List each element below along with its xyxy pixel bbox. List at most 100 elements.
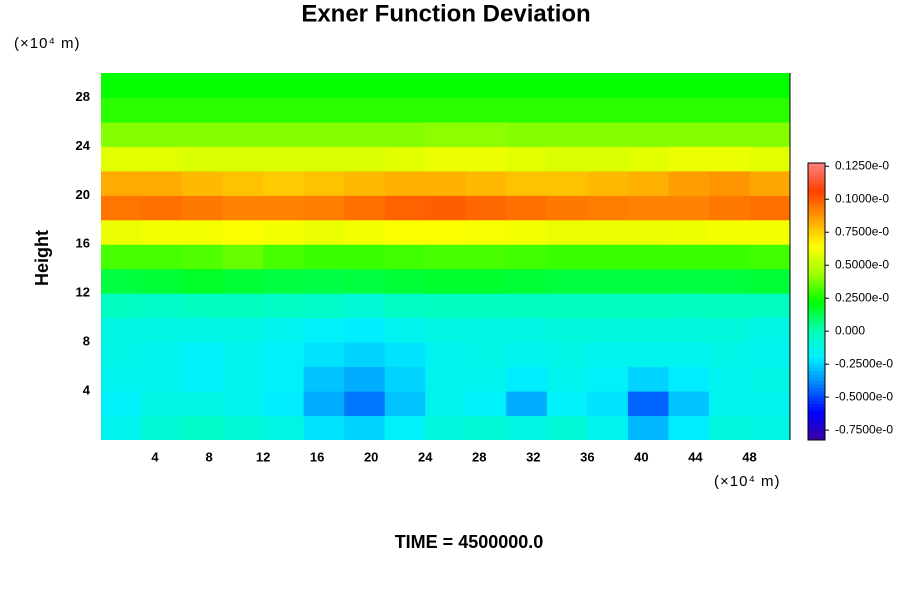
field-cell xyxy=(182,195,224,221)
field-cell xyxy=(627,342,669,368)
field-cell xyxy=(303,317,345,343)
colorbar-swatch xyxy=(808,334,825,339)
field-cell xyxy=(141,317,183,343)
field-cell xyxy=(384,268,426,294)
field-cell xyxy=(506,415,548,440)
colorbar-swatch xyxy=(808,232,825,236)
field-cell xyxy=(506,244,548,270)
colorbar-swatch xyxy=(808,324,825,329)
field-cell xyxy=(587,121,629,147)
field-cell xyxy=(749,391,790,417)
colorbar-swatch xyxy=(808,271,825,276)
field-cell xyxy=(668,195,710,221)
y-unit: (×10⁴ m) xyxy=(14,35,81,52)
field-cell xyxy=(425,170,467,196)
field-cell xyxy=(384,219,426,245)
colorbar-swatch xyxy=(808,387,825,391)
field-cell xyxy=(708,146,750,172)
x-tick-label: 12 xyxy=(256,449,270,464)
field-cell xyxy=(263,366,305,392)
field-cell xyxy=(708,97,750,123)
field-cell xyxy=(141,146,183,172)
x-tick-label: 40 xyxy=(634,449,648,464)
x-tick-label: 36 xyxy=(580,449,594,464)
field-cell xyxy=(627,268,669,294)
field-cell xyxy=(465,121,507,147)
field-cell xyxy=(749,342,790,368)
field-cell xyxy=(425,121,467,147)
field-cell xyxy=(263,342,305,368)
colorbar-swatch xyxy=(808,169,825,174)
field-cell xyxy=(668,293,710,319)
field-cell xyxy=(425,195,467,221)
field-cell xyxy=(263,244,305,270)
field-cell xyxy=(101,219,143,245)
field-cell xyxy=(506,293,548,319)
colorbar-swatch xyxy=(808,166,825,170)
x-tick-label: 16 xyxy=(310,449,324,464)
colorbar-label: 0.000 xyxy=(835,323,865,337)
field-cell xyxy=(384,366,426,392)
field-cell xyxy=(263,293,305,319)
field-cell xyxy=(465,342,507,368)
field-cell xyxy=(384,317,426,343)
field-cell xyxy=(587,415,629,440)
x-tick-label: 28 xyxy=(472,449,486,464)
field-cell xyxy=(344,195,386,221)
field-cell xyxy=(587,293,629,319)
field-cell xyxy=(546,97,588,123)
field-cell xyxy=(627,146,669,172)
field-cell xyxy=(384,342,426,368)
field-cell xyxy=(425,391,467,417)
field-cell xyxy=(384,146,426,172)
colorbar-swatch xyxy=(808,163,825,167)
colorbar-swatch xyxy=(808,294,825,299)
colorbar-label: -0.2500e-0 xyxy=(835,356,893,370)
field-cell xyxy=(587,244,629,270)
field-cell xyxy=(668,366,710,392)
field-cell xyxy=(668,268,710,294)
field-cell xyxy=(222,195,264,221)
y-tick-label: 20 xyxy=(76,187,90,202)
colorbar-swatch xyxy=(808,377,825,382)
field-cell xyxy=(101,415,143,440)
field-cell xyxy=(222,415,264,440)
colorbar-label: 0.2500e-0 xyxy=(835,290,889,304)
field-cell xyxy=(141,366,183,392)
field-cell xyxy=(546,146,588,172)
colorbar-swatch xyxy=(808,228,825,233)
field-cell xyxy=(506,195,548,221)
field-cell xyxy=(546,244,588,270)
field-cell xyxy=(749,121,790,147)
colorbar-swatch xyxy=(808,341,825,345)
field-cell xyxy=(101,268,143,294)
colorbar-swatch xyxy=(808,205,825,210)
field-cell xyxy=(384,170,426,196)
colorbar-swatch xyxy=(808,423,825,428)
field-cell xyxy=(344,97,386,123)
field-cell xyxy=(344,219,386,245)
field-cell xyxy=(465,97,507,123)
field-cell xyxy=(546,219,588,245)
field-cell xyxy=(506,146,548,172)
field-cell xyxy=(101,391,143,417)
field-cell xyxy=(303,195,345,221)
field-cell xyxy=(344,366,386,392)
field-cell xyxy=(344,342,386,368)
colorbar-swatch xyxy=(808,367,825,372)
field-cell xyxy=(546,268,588,294)
field-cell xyxy=(425,73,467,98)
field-cell xyxy=(384,195,426,221)
field-cell xyxy=(303,366,345,392)
field-cell xyxy=(384,391,426,417)
colorbar-swatch xyxy=(808,182,825,187)
field-cell xyxy=(708,170,750,196)
field-cell xyxy=(101,293,143,319)
field-cell xyxy=(749,73,790,98)
colorbar-swatch xyxy=(808,390,825,395)
field-cell xyxy=(263,195,305,221)
field-cell xyxy=(546,195,588,221)
field-cell xyxy=(384,121,426,147)
field-cell xyxy=(749,415,790,440)
field-cell xyxy=(425,268,467,294)
